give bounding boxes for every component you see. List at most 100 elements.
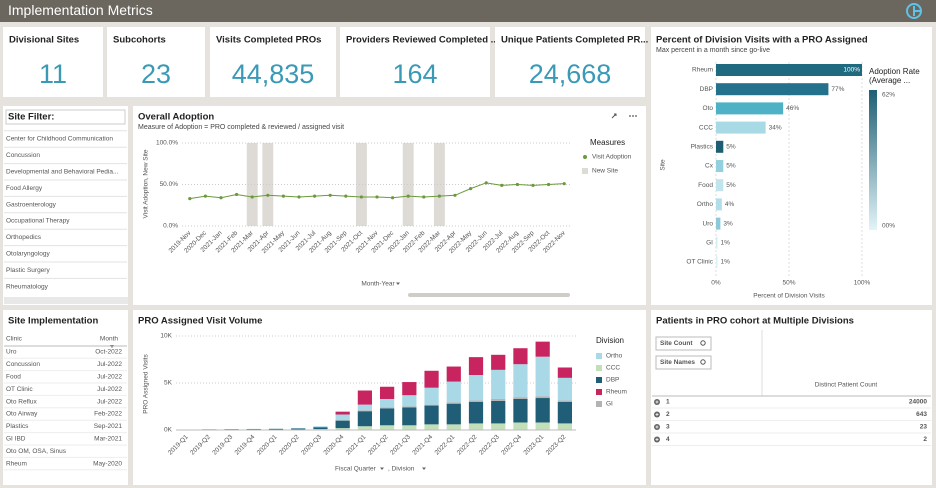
filter-item[interactable]: Concussion — [6, 152, 40, 159]
table-title: Site Implementation — [8, 316, 98, 327]
bar-segment — [557, 367, 572, 378]
search-icon — [700, 359, 706, 365]
bar-segment — [446, 403, 461, 425]
bar-segment — [468, 400, 484, 402]
y-tick-label: 5K — [164, 380, 173, 387]
bar — [716, 64, 862, 76]
filter-item[interactable]: Center for Childhood Communication — [6, 136, 113, 143]
x-axis-label: , Division — [388, 466, 415, 473]
bar-segment — [468, 401, 484, 424]
marker — [500, 183, 504, 187]
data-label: 34% — [769, 124, 782, 131]
dropdown-icon[interactable] — [422, 467, 426, 471]
month-cell: Feb-2022 — [94, 411, 122, 418]
y-tick-label: Food — [698, 182, 713, 189]
new-site-bar — [246, 143, 258, 226]
filter-item[interactable]: Rheumatology — [6, 283, 49, 290]
marker — [484, 181, 488, 185]
bar — [716, 236, 718, 249]
filter-item[interactable]: Gastroenterology — [6, 201, 57, 208]
expand-plus — [655, 400, 659, 404]
marker — [313, 194, 317, 198]
button-label[interactable]: Site Count — [660, 340, 693, 347]
y-axis-label: PRO Assigned Visits — [143, 354, 150, 414]
filter-item[interactable]: Otolaryngology — [6, 251, 50, 258]
month-cell: Jul-2022 — [97, 374, 122, 381]
filter-item[interactable]: Orthopedics — [6, 234, 42, 241]
kpi-value: 164 — [392, 59, 437, 89]
bar-segment — [268, 428, 284, 430]
bar-segment — [446, 424, 461, 430]
marker — [437, 194, 441, 198]
legend-label: DBP — [606, 377, 619, 384]
legend-title: (Average ... — [869, 76, 910, 85]
bar-segment — [513, 364, 528, 398]
bar-segment — [402, 425, 417, 430]
chart-title: PRO Assigned Visit Volume — [138, 316, 262, 327]
filter-title: Site Filter: — [8, 112, 54, 123]
kpi-card — [107, 27, 205, 97]
dropdown-icon[interactable] — [396, 282, 400, 286]
bar-segment — [313, 426, 328, 428]
clinic-cell: Oto OM, OSA, Sinus — [6, 448, 67, 455]
bar-segment — [468, 423, 484, 430]
y-tick-label: CCC — [699, 124, 713, 131]
scrollbar[interactable] — [408, 293, 570, 297]
data-label: 5% — [726, 182, 736, 189]
marker — [250, 195, 254, 199]
clinic-cell: Oto Airway — [6, 411, 38, 418]
marker — [375, 195, 379, 199]
bar-segment — [313, 427, 328, 430]
month-cell: Jul-2022 — [97, 361, 122, 368]
bar-segment — [380, 398, 395, 408]
bar — [716, 140, 724, 153]
y-tick-label: 50.0% — [160, 181, 179, 188]
filter-item[interactable]: Food Allergy — [6, 185, 43, 192]
button-label[interactable]: Site Names — [660, 359, 695, 366]
bar-segment — [424, 424, 439, 430]
marker — [203, 194, 207, 198]
marker — [328, 193, 332, 197]
x-tick-label: 100% — [854, 280, 871, 287]
clinic-cell: Uro — [6, 349, 17, 356]
filter-item[interactable]: Occupational Therapy — [6, 218, 70, 225]
bar-segment — [513, 398, 528, 423]
marker — [406, 194, 410, 198]
bar-segment — [557, 401, 572, 424]
marker — [235, 192, 239, 197]
filter-button[interactable] — [655, 355, 712, 370]
filter-item[interactable]: Plastic Surgery — [6, 267, 50, 274]
kpi-label: Visits Completed PROs — [216, 35, 321, 46]
chart-subtitle: Measure of Adoption = PRO completed & re… — [138, 124, 344, 131]
filter-item[interactable]: Developmental and Behavioral Pedia... — [6, 169, 119, 176]
data-label: 1% — [720, 259, 730, 266]
bar-segment — [535, 356, 550, 397]
bar-segment — [424, 404, 439, 406]
data-label: 46% — [786, 105, 799, 112]
filter-search[interactable] — [5, 109, 126, 125]
kpi-card — [340, 27, 490, 97]
bar-segment — [402, 407, 417, 426]
y-axis-label: Visit Adoption, New Site — [143, 149, 150, 218]
y-tick-label: Rheum — [692, 67, 713, 74]
chart-tools[interactable] — [611, 113, 637, 119]
x-axis-label: Fiscal Quarter — [335, 466, 377, 473]
bar-segment — [380, 407, 395, 409]
bar-segment — [357, 426, 372, 430]
new-site-bar — [262, 143, 274, 226]
y-tick-label: Ortho — [697, 201, 714, 208]
filter-button[interactable] — [655, 336, 712, 351]
marker — [344, 194, 348, 198]
legend-title: Adoption Rate — [869, 67, 920, 76]
dropdown-icon[interactable] — [380, 467, 384, 471]
legend-swatch — [596, 401, 602, 407]
bar-segment — [513, 397, 528, 399]
expand-plus — [655, 438, 659, 441]
marker — [453, 193, 457, 197]
y-axis-label: Site — [660, 159, 667, 171]
kpi-label: Subcohorts — [113, 35, 166, 46]
marker — [562, 182, 566, 186]
bar-segment — [424, 387, 439, 405]
legend-swatch — [596, 377, 602, 383]
